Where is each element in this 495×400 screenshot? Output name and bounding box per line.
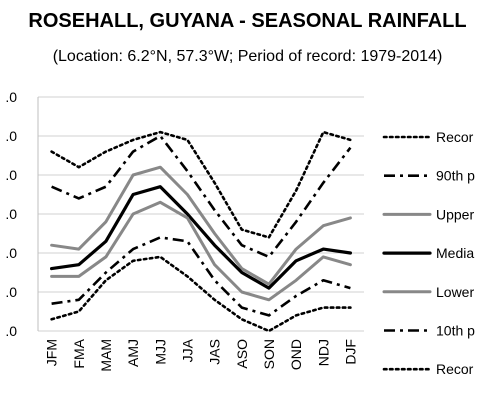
x-tick-label: MJJ bbox=[152, 339, 168, 365]
legend-label: Media bbox=[436, 245, 474, 261]
x-tick-label: SON bbox=[261, 339, 277, 369]
legend-label: 10th p bbox=[436, 323, 475, 339]
x-tick-label: NDJ bbox=[315, 339, 331, 366]
legend-label: Lower bbox=[436, 284, 474, 300]
series-line bbox=[49, 185, 352, 290]
series-line bbox=[50, 255, 352, 333]
x-tick-label: AMJ bbox=[125, 339, 141, 367]
x-tick-label: ASO bbox=[234, 339, 250, 369]
y-tick-label: .0 bbox=[5, 284, 17, 300]
y-tick-label: .0 bbox=[5, 206, 17, 222]
x-tick-label: JJA bbox=[179, 338, 195, 362]
y-tick-label: .0 bbox=[5, 89, 17, 105]
chart-title: ROSEHALL, GUYANA - SEASONAL RAINFALL bbox=[28, 10, 467, 32]
x-tick-label: MAM bbox=[98, 339, 114, 372]
x-tick-label: OND bbox=[288, 339, 304, 370]
y-tick-label: .0 bbox=[5, 128, 17, 144]
x-tick-label: JAS bbox=[207, 339, 223, 365]
y-tick-label: .0 bbox=[5, 245, 17, 261]
series-line bbox=[50, 200, 352, 302]
x-tick-label: FMA bbox=[71, 338, 87, 368]
x-tick-label: JFM bbox=[44, 339, 60, 366]
series-line bbox=[50, 130, 352, 239]
legend-label: Upper bbox=[436, 206, 474, 222]
y-tick-label: .0 bbox=[5, 167, 17, 183]
legend-label: Recor bbox=[436, 361, 474, 377]
series-line bbox=[51, 134, 352, 259]
chart-subtitle: (Location: 6.2°N, 57.3°W; Period of reco… bbox=[52, 48, 443, 65]
series-line bbox=[50, 165, 352, 286]
legend-label: 90th p bbox=[436, 168, 475, 184]
y-tick-label: .0 bbox=[5, 323, 17, 339]
legend-label: Recor bbox=[436, 129, 474, 145]
x-tick-label: DJF bbox=[342, 339, 358, 365]
